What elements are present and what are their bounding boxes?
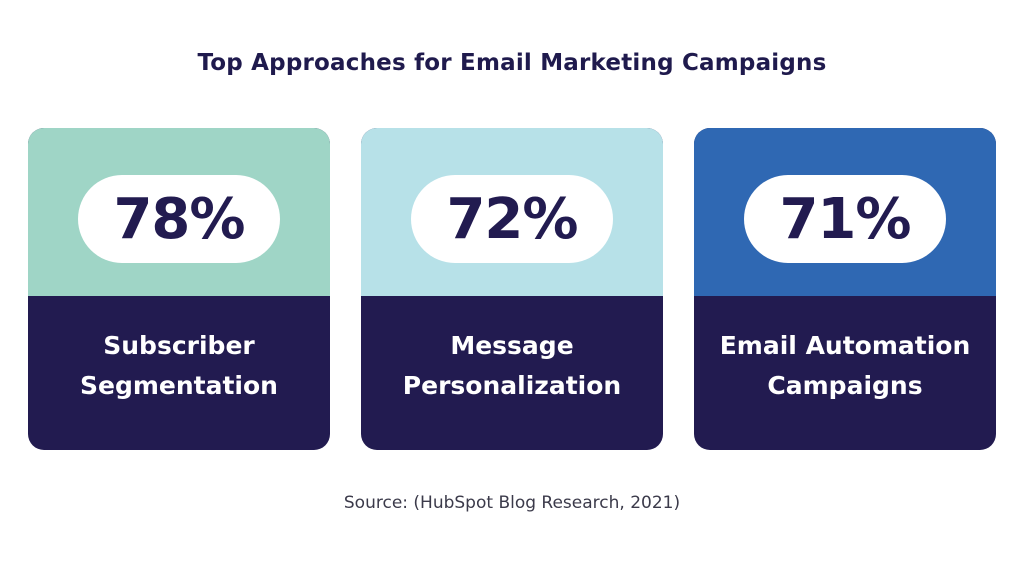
chart-title: Top Approaches for Email Marketing Campa… bbox=[197, 50, 827, 76]
stat-value: 78% bbox=[78, 175, 280, 263]
stat-card-bottom: Email Automation Campaigns bbox=[694, 296, 996, 450]
source-note: Source: (HubSpot Blog Research, 2021) bbox=[343, 493, 681, 513]
stat-card-message-personalization: 72% Message Personalization bbox=[361, 128, 663, 450]
stat-card-email-automation-campaigns: 71% Email Automation Campaigns bbox=[694, 128, 996, 450]
stat-card-bottom: Subscriber Segmentation bbox=[28, 296, 330, 450]
stat-card-subscriber-segmentation: 78% Subscriber Segmentation bbox=[28, 128, 330, 450]
stat-label: Message Personalization bbox=[402, 331, 622, 400]
stat-label: Email Automation Campaigns bbox=[719, 331, 971, 400]
stat-card-top: 72% bbox=[361, 128, 663, 296]
stat-card-top: 78% bbox=[28, 128, 330, 296]
stat-value: 72% bbox=[411, 175, 613, 263]
stat-cards: 78% Subscriber Segmentation 72% Message … bbox=[28, 128, 996, 450]
stat-card-bottom: Message Personalization bbox=[361, 296, 663, 450]
stat-card-top: 71% bbox=[694, 128, 996, 296]
stat-label: Subscriber Segmentation bbox=[80, 331, 278, 400]
stat-value: 71% bbox=[744, 175, 946, 263]
